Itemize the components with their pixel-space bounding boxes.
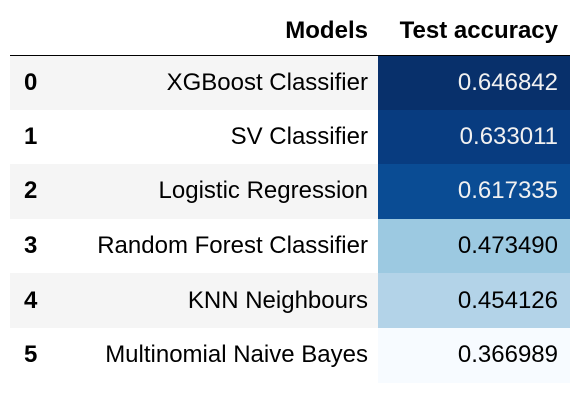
accuracy-cell: 0.454126 [377, 273, 570, 328]
table-row: 0 XGBoost Classifier 0.646842 [10, 55, 570, 110]
model-name-cell: SV Classifier [46, 109, 378, 165]
index-column-header [10, 8, 47, 56]
row-index: 4 [10, 273, 47, 328]
table-row: 2 Logistic Regression 0.617335 [10, 164, 570, 219]
accuracy-cell: 0.617335 [377, 164, 570, 219]
header-row: Models Test accuracy [10, 8, 570, 56]
results-table: Models Test accuracy 0 XGBoost Classifie… [10, 8, 570, 383]
accuracy-cell: 0.633011 [377, 109, 570, 165]
table-row: 5 Multinomial Naive Bayes 0.366989 [10, 327, 570, 383]
row-index: 0 [10, 55, 47, 110]
row-index: 2 [10, 164, 47, 219]
model-name-cell: XGBoost Classifier [46, 55, 378, 110]
table-body: 0 XGBoost Classifier 0.646842 1 SV Class… [10, 55, 570, 383]
row-index: 5 [10, 327, 47, 383]
table-row: 1 SV Classifier 0.633011 [10, 109, 570, 165]
model-name-cell: Multinomial Naive Bayes [46, 327, 378, 383]
row-index: 3 [10, 218, 47, 274]
models-column-header: Models [46, 8, 378, 56]
model-name-cell: KNN Neighbours [46, 273, 378, 328]
table-header: Models Test accuracy [10, 8, 570, 56]
accuracy-cell: 0.473490 [377, 218, 570, 274]
accuracy-cell: 0.646842 [377, 55, 570, 110]
table-row: 3 Random Forest Classifier 0.473490 [10, 218, 570, 274]
test-accuracy-column-header: Test accuracy [377, 8, 570, 56]
table-row: 4 KNN Neighbours 0.454126 [10, 273, 570, 328]
row-index: 1 [10, 109, 47, 165]
model-name-cell: Random Forest Classifier [46, 218, 378, 274]
model-name-cell: Logistic Regression [46, 164, 378, 219]
accuracy-cell: 0.366989 [377, 327, 570, 383]
